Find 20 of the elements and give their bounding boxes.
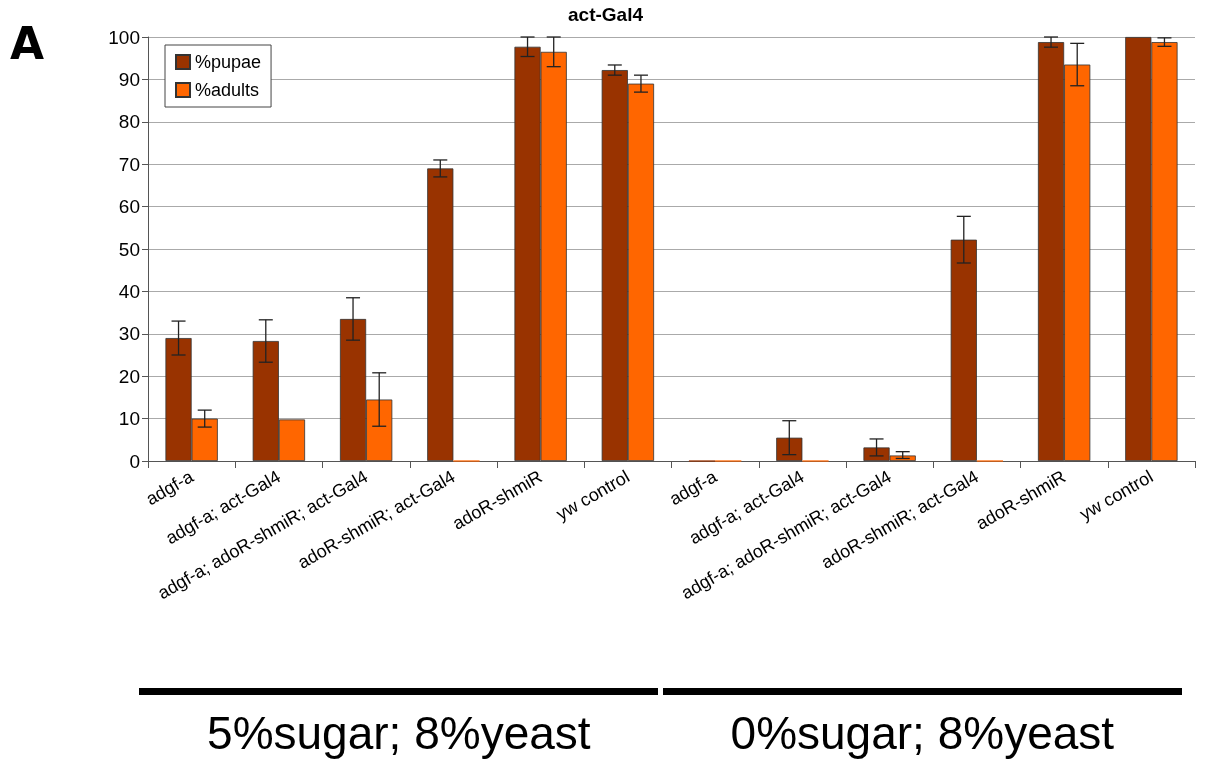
legend-label: %pupae xyxy=(195,52,262,72)
text: A xyxy=(10,18,45,69)
y-tick-label: 100 xyxy=(108,26,140,48)
y-tick-label: 50 xyxy=(118,238,140,260)
y-tick-label: 40 xyxy=(118,280,140,302)
y-tick-label: 60 xyxy=(118,196,140,218)
y-tick-label: 0 xyxy=(129,450,140,472)
y-tick-label: 20 xyxy=(118,365,140,387)
text: 5%sugar; 8%yeast xyxy=(206,706,592,760)
text: 0%sugar; 8%yeast xyxy=(729,706,1116,760)
bar xyxy=(427,168,454,461)
y-tick-label: 90 xyxy=(118,68,140,90)
bar xyxy=(950,239,977,461)
bar xyxy=(776,437,803,461)
legend-label: %adults xyxy=(195,80,260,100)
y-tick-label: 70 xyxy=(118,153,140,175)
y-tick-label: 30 xyxy=(118,323,140,345)
chart-title: act-Gal4 xyxy=(568,4,644,25)
y-tick-label: 80 xyxy=(118,111,140,133)
y-tick-label: 10 xyxy=(118,408,140,430)
